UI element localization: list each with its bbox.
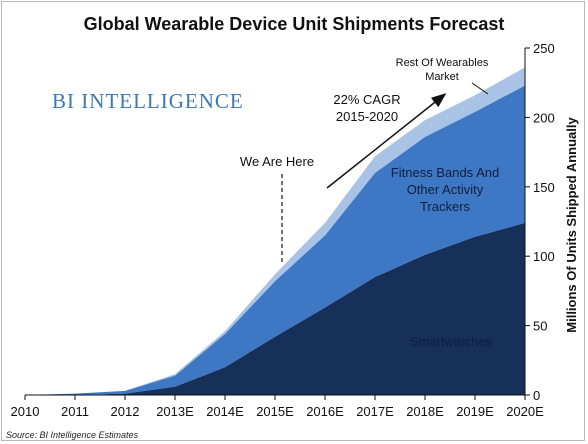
x-tick-label: 2016E [306, 404, 344, 419]
rest-label-pointer [471, 82, 489, 95]
we-are-here-label: We Are Here [240, 154, 314, 169]
x-tick-label: 2012 [111, 404, 140, 419]
x-tick-label: 2020E [506, 404, 544, 419]
x-tick-label: 2018E [406, 404, 444, 419]
cagr-label-line1: 22% CAGR [333, 92, 400, 107]
brand-logo: BI INTELLIGENCE [52, 89, 244, 113]
x-tick-label: 2017E [356, 404, 394, 419]
x-tick-label: 2013E [156, 404, 194, 419]
x-tick-label: 2019E [456, 404, 494, 419]
cagr-arrow [326, 93, 447, 189]
series-label-fitness-line2: Other Activity [407, 182, 484, 197]
area-series-smartwatches [25, 222, 525, 395]
x-tick-label: 2010 [11, 404, 40, 419]
chart-title: Global Wearable Device Unit Shipments Fo… [84, 14, 505, 34]
y-tick-label: 0 [533, 388, 540, 403]
source-note: Source: BI Intelligence Estimates [6, 430, 139, 440]
y-tick-label: 50 [533, 319, 547, 334]
areas-layer [25, 67, 525, 396]
series-label-rest-line1: Rest Of Wearables [396, 57, 489, 69]
series-label-fitness-line3: Trackers [420, 199, 471, 214]
x-tick-label: 2015E [256, 404, 294, 419]
series-label-fitness-line1: Fitness Bands And [391, 165, 499, 180]
y-tick-label: 200 [533, 110, 555, 125]
y-axis-label: Millions Of Units Shipped Annually [564, 116, 579, 332]
series-label-smartwatches: Smartwatches [410, 334, 493, 349]
area-series-rest-of-wearables-market [25, 67, 525, 396]
y-tick-label: 250 [533, 41, 555, 56]
x-tick-label: 2011 [61, 404, 89, 419]
area-series-fitness-bands-and-other-activity-trackers [25, 85, 525, 395]
axes-layer: 2010 2011 2012 2013E 2014E 2015E 2016E 2017E 201… [11, 41, 555, 419]
cagr-label-line2: 2015-2020 [336, 109, 398, 124]
x-tick-label: 2014E [206, 404, 244, 419]
y-tick-label: 100 [533, 249, 555, 264]
y-tick-label: 150 [533, 180, 555, 195]
series-label-rest-line2: Market [425, 71, 459, 83]
